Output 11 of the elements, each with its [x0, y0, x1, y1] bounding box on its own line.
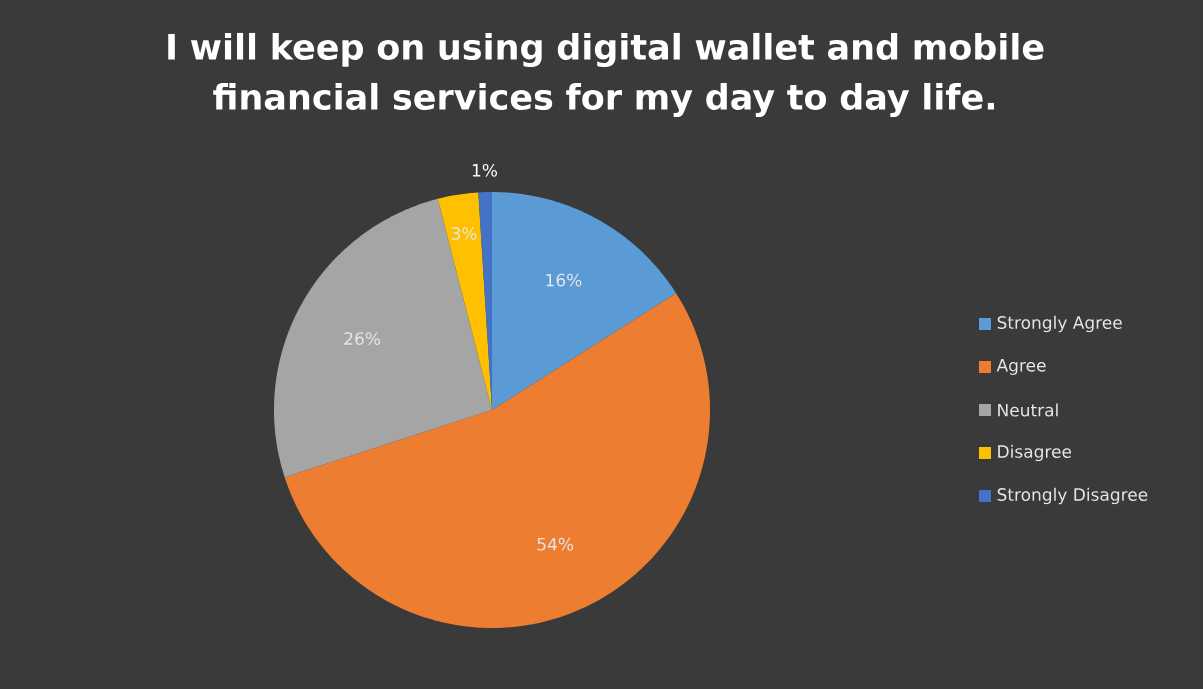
chart-title: I will keep on using digital wallet and mobile financial services for my day to day life. [168, 32, 1044, 118]
legend-label: Disagree [998, 444, 1072, 462]
legend-label: Neutral [998, 403, 1058, 417]
data-label: 26% [344, 332, 381, 345]
legend-label: Strongly Agree [997, 315, 1122, 333]
data-label: 1% [472, 163, 498, 177]
legend-label: Agree [996, 359, 1046, 375]
data-label: 3% [451, 227, 477, 240]
legend-label: Strongly Disagree [997, 487, 1148, 505]
data-label: 16% [546, 273, 582, 287]
data-label: 54% [537, 537, 574, 551]
